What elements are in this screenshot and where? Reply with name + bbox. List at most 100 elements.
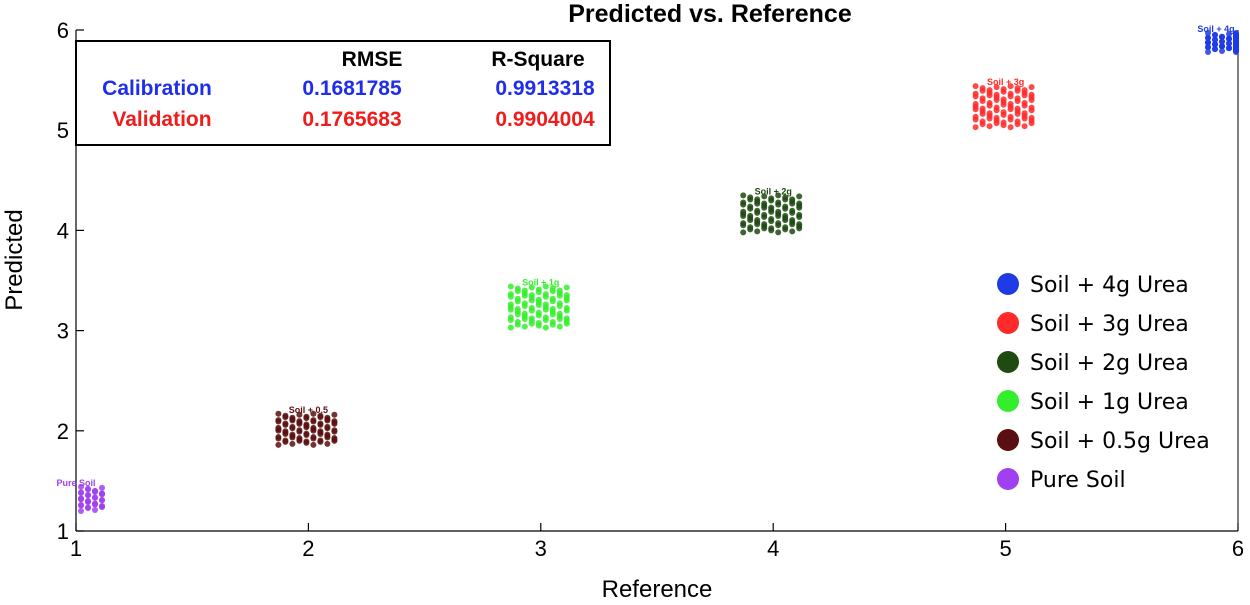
data-point (507, 293, 514, 300)
point-label: Soil + 1g (522, 278, 559, 288)
data-point (1000, 111, 1007, 118)
data-point (740, 229, 747, 236)
data-point (1000, 101, 1007, 108)
data-point (754, 228, 761, 235)
legend-label: Soil + 1g Urea (1030, 390, 1189, 415)
data-point (979, 87, 986, 94)
data-point (993, 107, 1000, 114)
data-point (1205, 39, 1211, 46)
data-point (310, 410, 317, 417)
data-point (85, 498, 91, 505)
data-point (1000, 88, 1007, 95)
data-point (1219, 48, 1225, 55)
stats-table: RMSE R-Square Calibration 0.1681785 0.99… (75, 40, 611, 146)
data-point (747, 196, 754, 203)
data-point (740, 213, 747, 220)
data-point (1226, 45, 1232, 52)
data-point (789, 209, 796, 216)
data-point (563, 320, 570, 327)
data-point (78, 507, 84, 514)
data-point (78, 483, 84, 490)
data-point (740, 201, 747, 208)
data-point (563, 284, 570, 291)
data-point (1233, 31, 1239, 38)
legend-marker (997, 429, 1019, 451)
data-point (1233, 45, 1239, 52)
data-points: Soil + 4g Soil + 3g Soil + 2g Soil + 1g Soil… (56, 24, 1239, 514)
data-point (972, 124, 979, 131)
data-point (796, 214, 803, 221)
data-point (1007, 124, 1014, 131)
data-point (99, 491, 105, 498)
series-cluster: Soil + 2g (740, 186, 803, 236)
data-point (986, 123, 993, 130)
data-point (310, 435, 317, 442)
data-point (1007, 116, 1014, 123)
data-point (1212, 36, 1218, 43)
data-point (1028, 107, 1035, 114)
series-cluster: Soil + 3g (972, 77, 1035, 131)
data-point (979, 121, 986, 128)
data-point (993, 97, 1000, 104)
data-point (507, 306, 514, 313)
data-point (782, 196, 789, 203)
data-point (331, 428, 338, 435)
data-point (1014, 121, 1021, 128)
data-point (747, 205, 754, 212)
data-point (556, 292, 563, 299)
data-point (747, 217, 754, 224)
data-point (507, 324, 514, 331)
data-point (993, 84, 1000, 91)
data-point (296, 428, 303, 435)
data-point (1205, 30, 1211, 37)
data-point (92, 501, 98, 508)
y-tick-label: 6 (57, 18, 69, 43)
rmse-header: RMSE (342, 48, 403, 71)
legend-label: Pure Soil (1030, 468, 1126, 493)
data-point (317, 421, 324, 428)
data-point (775, 201, 782, 208)
data-point (296, 437, 303, 444)
data-point (775, 229, 782, 236)
data-point (1219, 38, 1225, 45)
legend-marker (997, 312, 1019, 334)
y-tick-label: 3 (57, 319, 69, 344)
data-point (310, 418, 317, 425)
validation-r-square: 0.9904004 (495, 108, 595, 131)
data-point (282, 414, 289, 421)
data-point (1212, 41, 1218, 48)
data-point (324, 417, 331, 424)
data-point (535, 312, 542, 319)
legend-label: Soil + 3g Urea (1030, 312, 1189, 337)
legend: Soil + 4g Urea Soil + 3g Urea Soil + 2g Ur… (997, 273, 1210, 493)
data-point (549, 321, 556, 328)
data-point (303, 424, 310, 431)
data-point (556, 323, 563, 330)
y-tick-label: 4 (57, 218, 69, 243)
data-point (1028, 97, 1035, 104)
data-point (282, 431, 289, 438)
point-label: Pure Soil (56, 478, 95, 488)
data-point (761, 204, 768, 211)
y-axis-label: Predicted (1, 209, 28, 310)
data-point (317, 431, 324, 438)
data-point (324, 440, 331, 447)
data-point (99, 497, 105, 504)
data-point (1226, 35, 1232, 42)
x-tick-label: 4 (767, 536, 779, 561)
data-point (1014, 87, 1021, 94)
data-point (528, 284, 535, 291)
data-point (521, 323, 528, 330)
x-ticks: 1 2 3 4 5 6 (70, 523, 1244, 561)
data-point (1021, 115, 1028, 122)
x-tick-label: 5 (999, 536, 1011, 561)
legend-marker (997, 273, 1019, 295)
data-point (1212, 46, 1218, 53)
data-point (740, 222, 747, 229)
data-point (289, 434, 296, 441)
legend-label: Soil + 0.5g Urea (1030, 429, 1210, 454)
data-point (542, 324, 549, 331)
data-point (85, 492, 91, 499)
data-point (754, 221, 761, 228)
legend-label: Soil + 4g Urea (1030, 273, 1189, 298)
